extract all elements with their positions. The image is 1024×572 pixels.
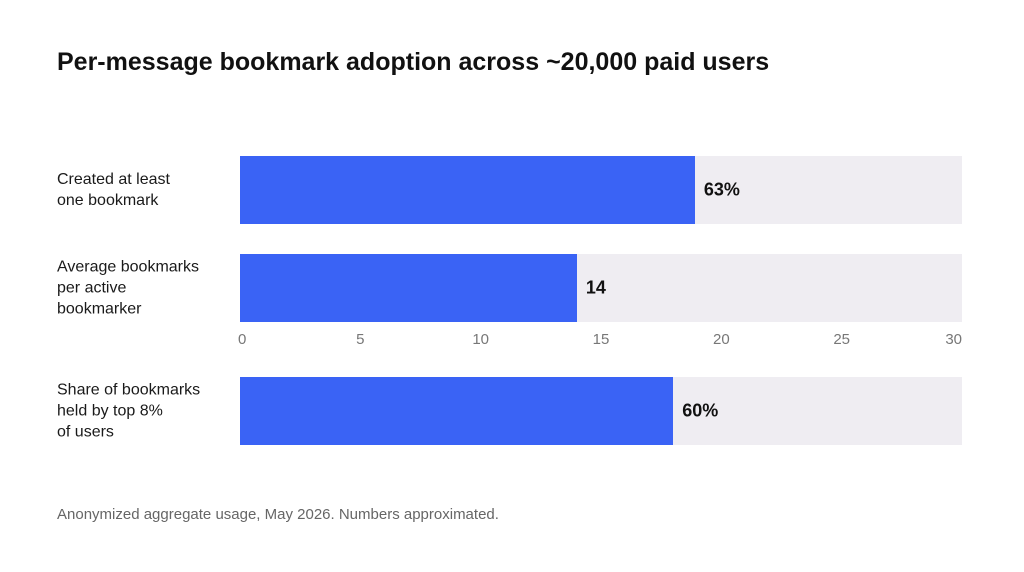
x-tick-label: 15 bbox=[592, 331, 610, 348]
chart-title: Per-message bookmark adoption across ~20… bbox=[57, 48, 770, 76]
x-tick-label: 5 bbox=[356, 331, 365, 348]
bar bbox=[240, 254, 577, 322]
category-label: Share of bookmarks held by top 8% of use… bbox=[57, 381, 201, 441]
x-tick-label: 25 bbox=[833, 331, 850, 348]
bar bbox=[240, 377, 674, 445]
value-label: 63% bbox=[703, 179, 740, 200]
category-label: Created at least one bookmark bbox=[57, 171, 170, 209]
value-label: 60% bbox=[682, 400, 719, 421]
x-tick-label: 20 bbox=[712, 331, 730, 348]
x-tick-label: 10 bbox=[472, 331, 489, 348]
footnote: Anonymized aggregate usage, May 2026. Nu… bbox=[57, 506, 499, 523]
category-label: Average bookmarks per active bookmarker bbox=[57, 258, 199, 318]
x-tick-label: 30 bbox=[945, 331, 962, 348]
value-label: 14 bbox=[585, 277, 606, 298]
x-tick-label: 0 bbox=[238, 331, 247, 348]
bar bbox=[240, 156, 695, 224]
